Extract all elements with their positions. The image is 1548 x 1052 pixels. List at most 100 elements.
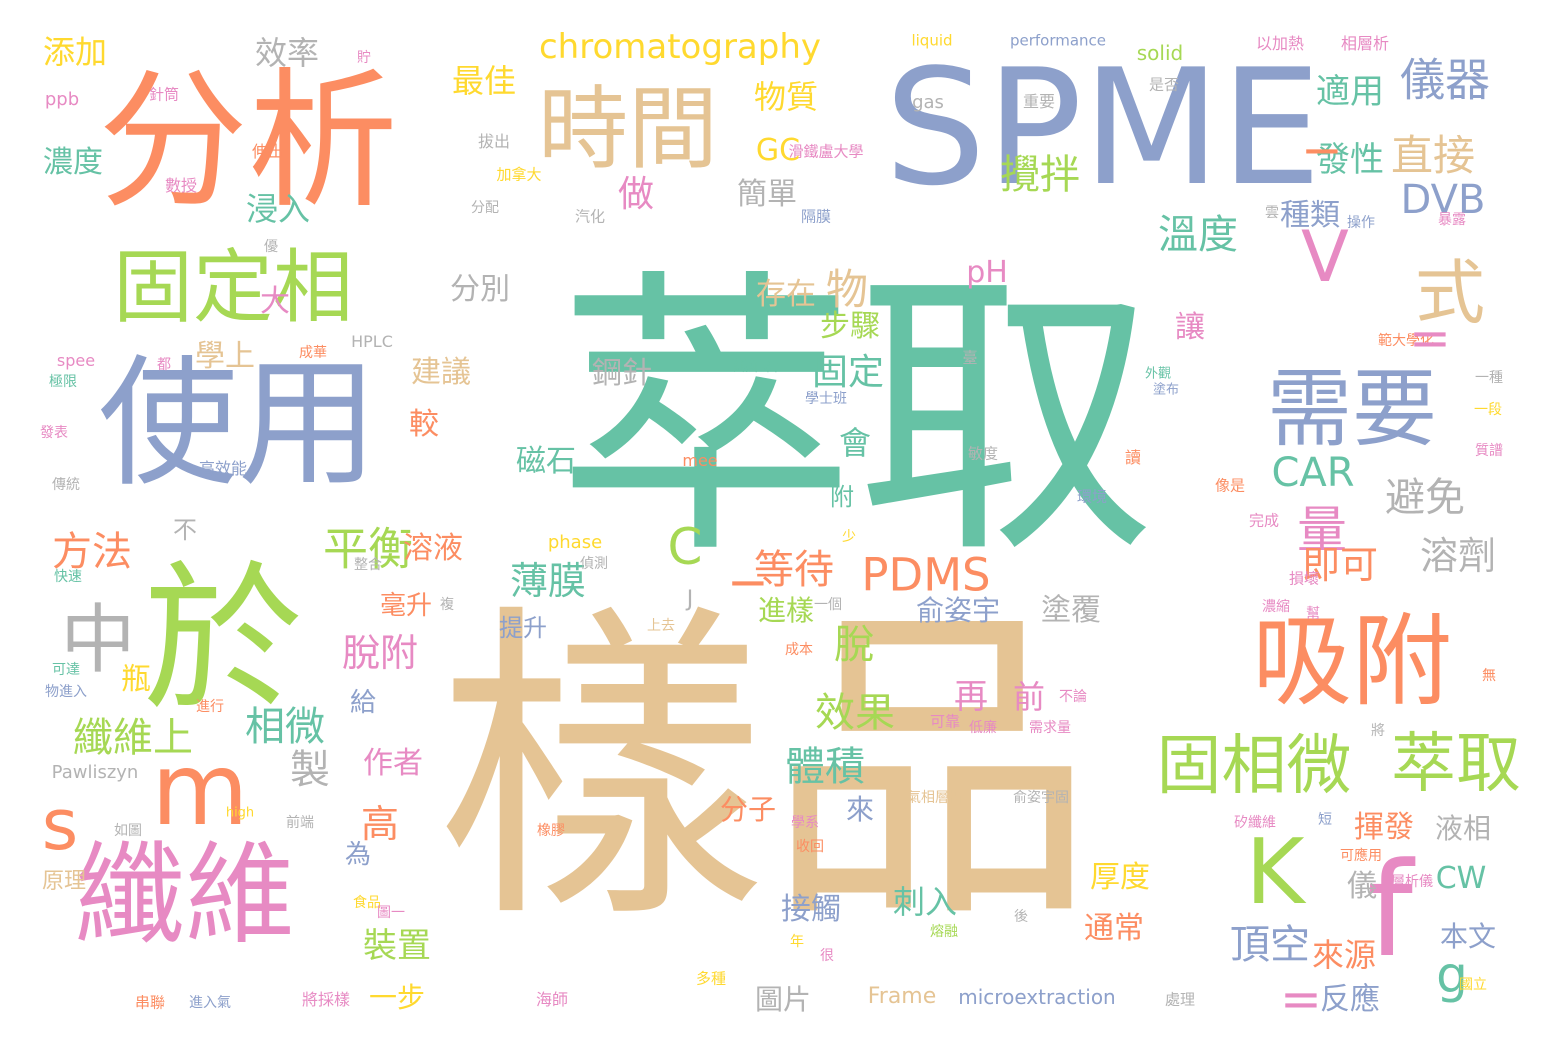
word-142: 環境 <box>1076 487 1108 506</box>
word-46: 最佳 <box>451 62 517 100</box>
word-97: 液相 <box>1434 812 1492 845</box>
word-car-29: CAR <box>1271 450 1355 496</box>
word-32: 薄膜 <box>509 559 587 603</box>
word-148: 成本 <box>785 642 813 658</box>
word-22: 發性 <box>1316 140 1384 180</box>
word-168: 將採樣 <box>301 990 351 1009</box>
word-86: 來 <box>845 793 875 826</box>
word-184: 優 <box>264 239 278 255</box>
word-149: 不論 <box>1059 689 1087 705</box>
word-143: 像是 <box>1214 476 1246 495</box>
word-140: 學士班 <box>805 391 847 407</box>
word-157: 國立 <box>1459 977 1487 993</box>
word-187: 整合 <box>354 557 382 573</box>
word-37: 效果 <box>815 690 895 736</box>
word-58: 建議 <box>411 355 471 390</box>
word-80: 製 <box>290 747 330 793</box>
word-174: 進行 <box>196 699 224 715</box>
word-36: 即可 <box>1301 543 1379 587</box>
word-154: 矽纖維 <box>1234 815 1276 831</box>
word-56: 固定 <box>811 352 885 393</box>
word-38: 體積 <box>785 744 865 790</box>
word-163: 圖一 <box>377 905 405 921</box>
word-186: 偵測 <box>580 556 608 572</box>
word-98: 儀 <box>1347 869 1377 904</box>
word-194: 將 <box>1371 723 1385 739</box>
word-43: 濃度 <box>43 145 103 180</box>
word-52: 分別 <box>450 272 510 307</box>
word-35: 量 <box>1297 501 1347 559</box>
word-57: 鋼針 <box>592 356 652 391</box>
word-167: 海師 <box>535 990 569 1009</box>
word-20: 儀器 <box>1399 53 1491 107</box>
word-25: 溫度 <box>1158 212 1238 258</box>
word-g-99: g <box>1436 946 1468 1004</box>
word-122: 針筒 <box>148 85 180 104</box>
word-172: 前端 <box>286 815 314 831</box>
word-96: 揮發 <box>1354 810 1414 845</box>
word-41: 相微 <box>245 704 325 750</box>
word-83: 為 <box>344 840 372 870</box>
word-19: 萃取 <box>1390 726 1522 802</box>
word-79: 給 <box>349 688 377 718</box>
word-49: 簡單 <box>737 177 797 212</box>
word-54: 物 <box>825 265 869 314</box>
word-183: 成華 <box>299 345 327 361</box>
word-high-114: high <box>225 805 255 821</box>
word-175: 可達 <box>52 662 80 678</box>
word-17: 式 <box>1415 252 1485 334</box>
word-181: 極限 <box>49 374 77 390</box>
word-145: 損壞 <box>1288 569 1320 588</box>
word-160: 收回 <box>796 839 824 855</box>
word-91: 厚度 <box>1090 860 1150 895</box>
word-197: 讀 <box>1124 448 1142 467</box>
word-182: 都 <box>157 357 171 373</box>
word-198: 臺 <box>962 348 978 367</box>
word-66: 讓 <box>1175 310 1205 345</box>
word-67: 較 <box>409 407 439 442</box>
word-42: 方法 <box>52 529 132 575</box>
word-146: 濃縮 <box>1262 599 1290 615</box>
word-73: 進樣 <box>757 594 815 627</box>
word-30: 平衡 <box>322 522 414 576</box>
word-dvb-24: DVB <box>1400 177 1486 223</box>
word-185: 貯 <box>357 50 371 66</box>
word-65: 種類 <box>1280 198 1340 233</box>
word-81: 作者 <box>363 746 423 781</box>
word-169: 進入氣 <box>189 995 231 1011</box>
word-mee-111: mee <box>682 451 718 470</box>
word-51: 浸入 <box>245 190 311 228</box>
word-cw-100: CW <box>1435 861 1487 896</box>
word-78: 瓶 <box>121 662 151 697</box>
word-50: 做 <box>617 174 655 215</box>
word-131: 暴露 <box>1438 212 1466 228</box>
word-ph-64: pH <box>966 255 1008 290</box>
word-139: 纖維若 <box>733 356 779 375</box>
word-136: 一種 <box>1475 370 1503 386</box>
word-171: 如圖 <box>114 823 142 839</box>
word-203: − <box>727 553 769 611</box>
word-45: 效率 <box>254 34 320 72</box>
word-performance-106: performance <box>1009 31 1107 50</box>
word-147: 上去 <box>647 618 675 634</box>
word-spee-112: spee <box>56 351 96 370</box>
word-liquid-107: liquid <box>911 31 953 50</box>
word-39: 脫附 <box>341 631 419 675</box>
word-solid-108: solid <box>1136 41 1184 65</box>
word-f-14: f <box>1367 834 1413 986</box>
word-18: 固相微 <box>1156 728 1352 804</box>
word-71: 提升 <box>499 614 547 642</box>
word-133: 範大學化 <box>1378 333 1434 349</box>
word-microextraction-105: microextraction <box>958 985 1116 1009</box>
word-68: 溶液 <box>403 531 463 566</box>
word-j-117: J <box>686 587 694 612</box>
word-pawliszyn-116: Pawliszyn <box>51 762 139 783</box>
word-126: 數授 <box>164 176 198 195</box>
word-202: − <box>1301 121 1343 179</box>
word-179: 發表 <box>40 425 68 441</box>
word-95: 反應 <box>1320 982 1380 1017</box>
word-13: 中 <box>60 595 136 684</box>
word-34: 溶劑 <box>1419 534 1497 578</box>
word-53: 存在 <box>756 277 816 312</box>
word-152: 氣相層析 <box>907 790 963 806</box>
